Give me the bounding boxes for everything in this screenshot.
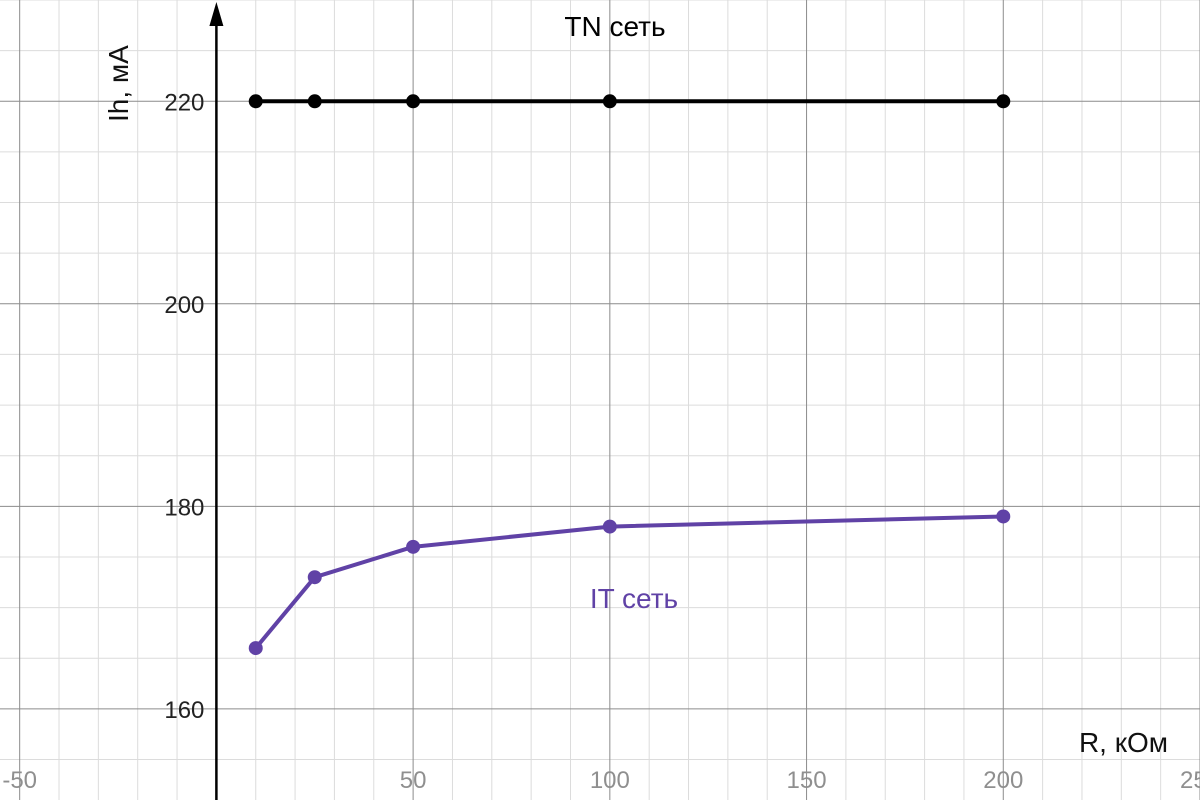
tick-labels: -50 50 100 150 200 250 160 180 200 220 [2, 89, 1200, 794]
data-point-1-1 [307, 570, 322, 585]
series-lines [253, 99, 1006, 651]
data-point-0-2 [406, 94, 421, 109]
y-tick-label: 160 [164, 697, 204, 724]
axes [209, 2, 224, 800]
y-tick-label: 180 [164, 494, 204, 521]
x-tick-label: -50 [2, 767, 37, 794]
y-axis-arrow [209, 2, 224, 26]
data-point-1-2 [406, 539, 421, 554]
y-axis-title: Ih, мА [103, 45, 134, 122]
x-tick-label: 250 [1180, 767, 1200, 794]
series-points [248, 94, 1011, 656]
data-point-0-0 [248, 94, 263, 109]
x-axis-title: R, кОм [1079, 727, 1168, 758]
data-point-0-4 [996, 94, 1011, 109]
x-tick-label: 50 [400, 767, 427, 794]
x-tick-label: 150 [787, 767, 827, 794]
series-label-it: IT сеть [590, 583, 678, 614]
data-point-0-3 [602, 94, 617, 109]
data-point-1-0 [248, 641, 263, 656]
labels: R, кОм Ih, мА TN сеть IT сеть [103, 11, 1168, 758]
series-label-tn: TN сеть [564, 11, 665, 42]
data-point-0-1 [307, 94, 322, 109]
x-tick-label: 100 [590, 767, 630, 794]
y-tick-label: 200 [164, 292, 204, 319]
data-point-1-3 [602, 519, 617, 534]
x-tick-label: 200 [983, 767, 1023, 794]
y-tick-label: 220 [164, 89, 204, 116]
data-point-1-4 [996, 509, 1011, 524]
